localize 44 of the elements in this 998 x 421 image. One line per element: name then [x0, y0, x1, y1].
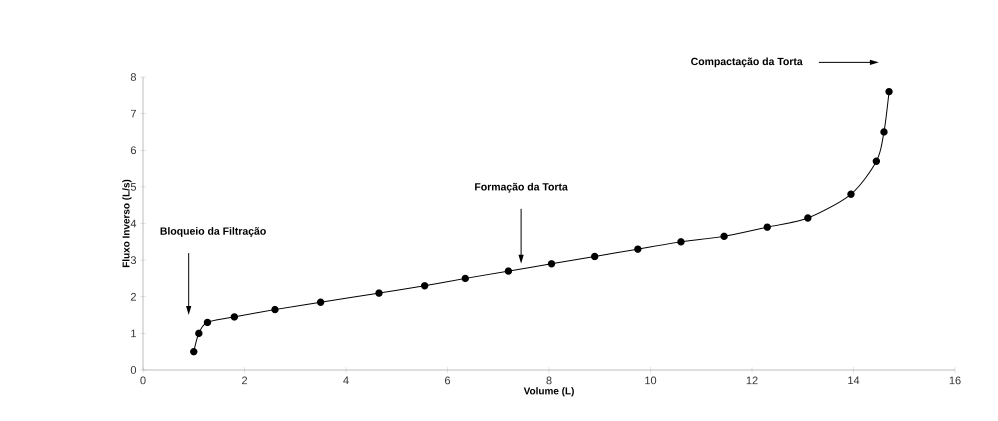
- y-tick-label: 7: [130, 110, 136, 118]
- point: [548, 260, 556, 268]
- point: [804, 214, 812, 222]
- annotation: Bloqueio da Filtração: [160, 227, 266, 237]
- point: [271, 306, 279, 314]
- point: [634, 245, 642, 253]
- point: [316, 298, 324, 306]
- point: [880, 128, 888, 136]
- y-axis-title: Fluxo Inverso (L/s): [122, 180, 132, 268]
- x-tick-label: 6: [445, 376, 450, 384]
- point: [195, 330, 203, 338]
- point: [420, 282, 428, 290]
- point: [462, 274, 469, 282]
- y-tick-label: 0: [130, 366, 136, 374]
- point: [720, 232, 728, 240]
- point: [885, 88, 893, 96]
- point: [677, 238, 685, 246]
- point: [190, 348, 198, 356]
- point: [872, 158, 880, 165]
- y-tick-label: 2: [130, 292, 136, 301]
- point: [847, 190, 855, 198]
- x-tick-label: 0: [140, 376, 146, 384]
- x-tick-label: 8: [546, 376, 552, 384]
- point: [590, 252, 598, 260]
- y-tick-label: 5: [130, 183, 136, 191]
- point: [504, 267, 512, 275]
- x-tick-label: 4: [343, 376, 349, 384]
- point: [230, 313, 238, 321]
- annotation: Formação da Torta: [475, 182, 568, 193]
- x-tick-label: 2: [242, 376, 248, 384]
- point: [764, 223, 771, 231]
- text: Compactação da Torta: [691, 57, 803, 68]
- y-tick-label: 8: [130, 73, 136, 81]
- x-tick-label: 14: [848, 376, 860, 384]
- y-tick-label: 3: [130, 256, 136, 264]
- y-tick-label: 1: [131, 330, 136, 338]
- x-tick-label: 16: [950, 376, 961, 384]
- y-tick-label: 4: [130, 220, 136, 228]
- x-axis-title: Volume (L): [524, 387, 574, 396]
- point: [204, 318, 212, 326]
- x-tick-label: 10: [645, 376, 656, 384]
- point: [375, 289, 383, 297]
- x-tick-label: 12: [746, 376, 758, 384]
- y-tick-label: 6: [130, 146, 136, 154]
